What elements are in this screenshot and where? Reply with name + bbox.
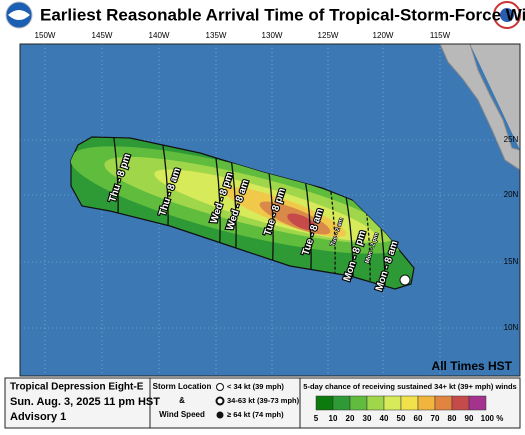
scale-label: 10: [329, 414, 338, 423]
legend-label: Storm Location: [153, 382, 212, 391]
scale-swatch: [400, 395, 419, 411]
legend-item: 34-63 kt (39-73 mph): [227, 396, 300, 405]
lon-label: 135W: [206, 31, 227, 40]
time-line: [345, 195, 354, 289]
scale-swatch: [383, 395, 402, 411]
lon-label: 140W: [149, 31, 170, 40]
scale-label: 100 %: [481, 414, 504, 423]
scale-swatch: [417, 395, 436, 411]
lat-label: 10N: [504, 323, 519, 332]
nws-logo-center: [500, 8, 514, 22]
legend-symbol: [216, 411, 224, 419]
scale-label: 50: [397, 414, 406, 423]
lat-label: 20N: [504, 190, 519, 199]
note: All Times HST: [432, 359, 513, 373]
scale-swatch: [366, 395, 385, 411]
advisory: Advisory 1: [10, 411, 66, 423]
storm-name: Tropical Depression Eight-E: [10, 382, 144, 393]
land: [439, 44, 520, 171]
scale-swatch: [349, 395, 368, 411]
scale-label: 70: [431, 414, 440, 423]
scale-swatch: [468, 395, 487, 411]
legend-symbol: [216, 383, 224, 391]
scale-label: 20: [346, 414, 355, 423]
scale-label: 60: [414, 414, 423, 423]
title: Earliest Reasonable Arrival Time of Trop…: [40, 5, 525, 24]
map-frame: [19, 43, 521, 377]
storm-location: [399, 274, 411, 286]
lat-label: 15N: [504, 257, 519, 266]
date: Sun. Aug. 3, 2025 11 pm HST: [10, 396, 160, 408]
lon-label: 145W: [92, 31, 113, 40]
scale-swatch: [332, 395, 351, 411]
lon-label: 115W: [430, 31, 451, 40]
legend-label: &: [179, 396, 185, 405]
scale-label: 30: [363, 414, 372, 423]
swath-80: [287, 213, 317, 231]
scale-swatch: [315, 395, 334, 411]
scale-label: 80: [448, 414, 457, 423]
legend-item: < 34 kt (39 mph): [227, 382, 284, 391]
scale-title: 5-day chance of receiving sustained 34+ …: [303, 382, 516, 391]
scale-label: 5: [314, 414, 319, 423]
lon-label: 120W: [373, 31, 394, 40]
scale-label: 90: [465, 414, 474, 423]
scale-label: 40: [380, 414, 389, 423]
lon-label: 125W: [318, 31, 339, 40]
lon-label: 130W: [262, 31, 283, 40]
scale-swatch: [434, 395, 453, 411]
legend-item: ≥ 64 kt (74 mph): [227, 410, 284, 419]
noaa-logo-bird: [8, 10, 30, 20]
lon-label: 150W: [35, 31, 56, 40]
scale-swatch: [451, 395, 470, 411]
legend-label: Wind Speed: [159, 410, 205, 419]
legend-symbol: [215, 396, 225, 406]
lat-label: 25N: [504, 135, 519, 144]
